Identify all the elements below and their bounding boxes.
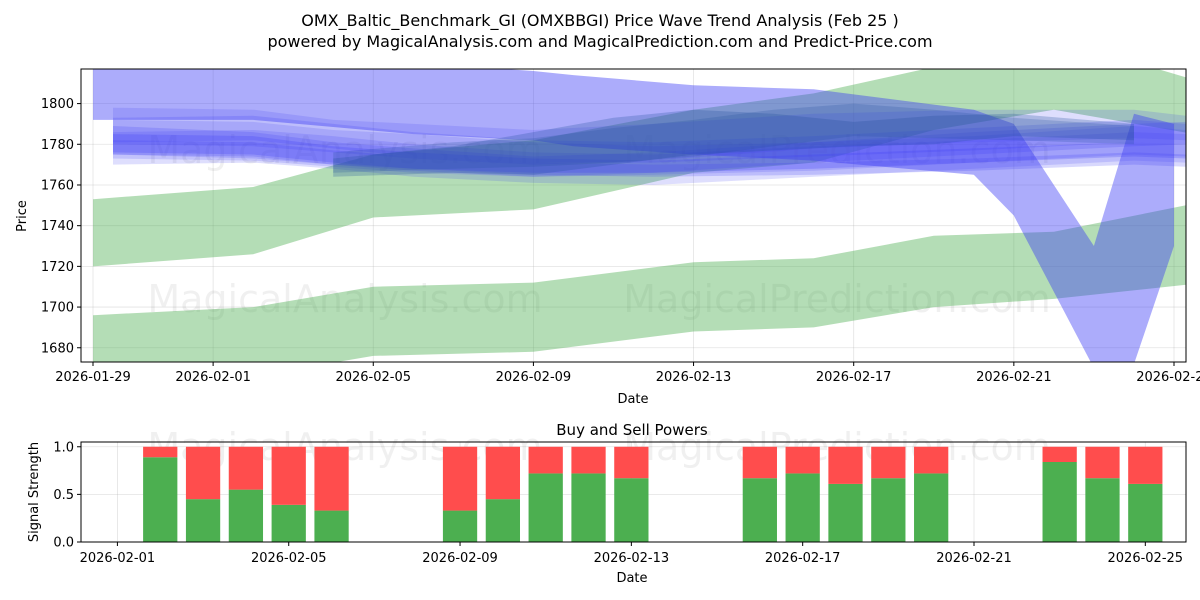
x-tick-label: 2026-02-05 <box>251 551 327 566</box>
buy-bar <box>528 473 563 542</box>
blue-wave-band <box>113 134 1186 173</box>
blue-wave-band <box>113 140 1186 177</box>
x-tick-label: 2026-01-29 <box>55 370 131 385</box>
buy-bar <box>785 473 820 542</box>
buy-bar <box>1085 478 1120 542</box>
dark-wave-band <box>333 103 1134 173</box>
dark-wave-band <box>333 109 1134 177</box>
y-tick-label: 1720 <box>41 260 74 275</box>
buy-bar <box>914 473 949 542</box>
sell-bar <box>442 446 478 511</box>
buy-bar <box>742 478 777 542</box>
x-tick-label: 2026-02-05 <box>335 370 411 385</box>
sell-bar <box>742 446 777 479</box>
buy-bar <box>485 499 521 542</box>
x-tick-label: 2026-02-09 <box>496 370 572 385</box>
sell-bar <box>314 446 349 511</box>
x-tick-label: 2026-02-13 <box>656 370 732 385</box>
signal-y-axis-label: Signal Strength <box>27 442 42 542</box>
signal-x-axis: 2026-02-01 2026-02-05 2026-02-09 2026-02-13… <box>80 542 1183 566</box>
watermark-text: MagicalPrediction.com <box>623 277 1051 321</box>
sell-bar <box>185 446 221 500</box>
x-tick-label: 2026-02-13 <box>594 551 670 566</box>
buy-bar <box>228 489 264 542</box>
y-tick-label: 1760 <box>41 178 74 193</box>
y-tick-label: 1740 <box>41 219 74 234</box>
y-tick-label: 1.0 <box>53 440 74 455</box>
watermark-text: MagicalAnalysis.com <box>147 128 542 172</box>
signal-plot-frame <box>80 441 1187 543</box>
sell-bar <box>785 446 820 474</box>
chart-subtitle: powered by MagicalAnalysis.com and Magic… <box>267 32 932 51</box>
sell-bar <box>614 446 649 479</box>
x-tick-label: 2026-02-25 <box>1108 551 1184 566</box>
green-trend-band <box>93 69 1186 267</box>
y-tick-label: 1700 <box>41 301 74 316</box>
x-tick-label: 2026-02-17 <box>765 551 841 566</box>
buy-bar <box>614 478 649 542</box>
sell-bar <box>485 446 521 500</box>
y-tick-label: 0.5 <box>53 488 74 503</box>
y-tick-label: 0.0 <box>53 536 74 551</box>
sell-bar <box>228 446 264 490</box>
green-trend-band <box>93 205 1186 362</box>
signal-plot-title: Buy and Sell Powers <box>556 421 708 439</box>
buy-bar <box>271 504 306 542</box>
buy-bar <box>871 478 906 542</box>
x-tick-label: 2026-02-01 <box>80 551 156 566</box>
price-plot-frame <box>80 68 1187 363</box>
price-watermark: MagicalAnalysis.com MagicalPrediction.co… <box>147 128 1050 321</box>
blue-wave-band <box>113 121 1186 177</box>
sell-bar <box>1085 446 1120 479</box>
watermark-text: MagicalPrediction.com <box>623 128 1051 172</box>
buy-bar <box>1042 462 1077 542</box>
buy-bar <box>185 499 221 542</box>
price-x-axis-label: Date <box>617 392 648 407</box>
buy-bar <box>1128 483 1163 542</box>
sell-bar <box>828 446 863 484</box>
price-x-axis: 2026-01-29 2026-02-01 2026-02-05 2026-02-09… <box>55 362 1200 385</box>
sell-bar <box>571 446 606 474</box>
blue-wave-band <box>113 107 1186 165</box>
blue-wave-band <box>113 130 1186 185</box>
buy-bar <box>143 457 178 542</box>
sell-bar <box>1042 446 1077 462</box>
sell-bar <box>871 446 906 479</box>
blue-wave-band <box>93 69 1174 362</box>
chart-title: OMX_Baltic_Benchmark_GI (OMXBBGI) Price … <box>301 11 899 31</box>
signal-plot: Buy and Sell Powers MagicalAnalysis.com … <box>27 421 1187 586</box>
y-tick-label: 1800 <box>41 97 74 112</box>
y-tick-label: 1680 <box>41 341 74 356</box>
blue-wave-band <box>113 119 1186 177</box>
signal-x-axis-label: Date <box>616 571 647 586</box>
watermark-text: MagicalAnalysis.com <box>147 277 542 321</box>
sell-bar <box>914 446 949 474</box>
price-grid <box>81 69 1186 362</box>
sell-bar <box>143 446 178 458</box>
blue-wave-band <box>113 115 1186 163</box>
sell-bar <box>271 446 306 505</box>
wave-bands <box>93 69 1186 362</box>
buy-bar <box>314 510 349 542</box>
x-tick-label: 2026-02-21 <box>936 551 1012 566</box>
buy-bar <box>828 483 863 542</box>
x-tick-label: 2026-02-25 <box>1136 370 1200 385</box>
x-tick-label: 2026-02-17 <box>816 370 892 385</box>
buy-bar <box>571 473 606 542</box>
price-y-axis: 1680 1700 1720 1740 1760 1780 1800 <box>41 97 81 356</box>
y-tick-label: 1780 <box>41 138 74 153</box>
x-tick-label: 2026-02-21 <box>976 370 1052 385</box>
buy-bar <box>442 510 478 542</box>
price-y-axis-label: Price <box>15 200 30 232</box>
sell-bar <box>1128 446 1163 484</box>
sell-bar <box>528 446 563 474</box>
x-tick-label: 2026-02-09 <box>422 551 498 566</box>
price-plot: MagicalAnalysis.com MagicalPrediction.co… <box>15 68 1200 407</box>
signal-bars <box>143 446 1163 542</box>
x-tick-label: 2026-02-01 <box>175 370 251 385</box>
signal-y-axis: 0.0 0.5 1.0 <box>53 440 81 551</box>
